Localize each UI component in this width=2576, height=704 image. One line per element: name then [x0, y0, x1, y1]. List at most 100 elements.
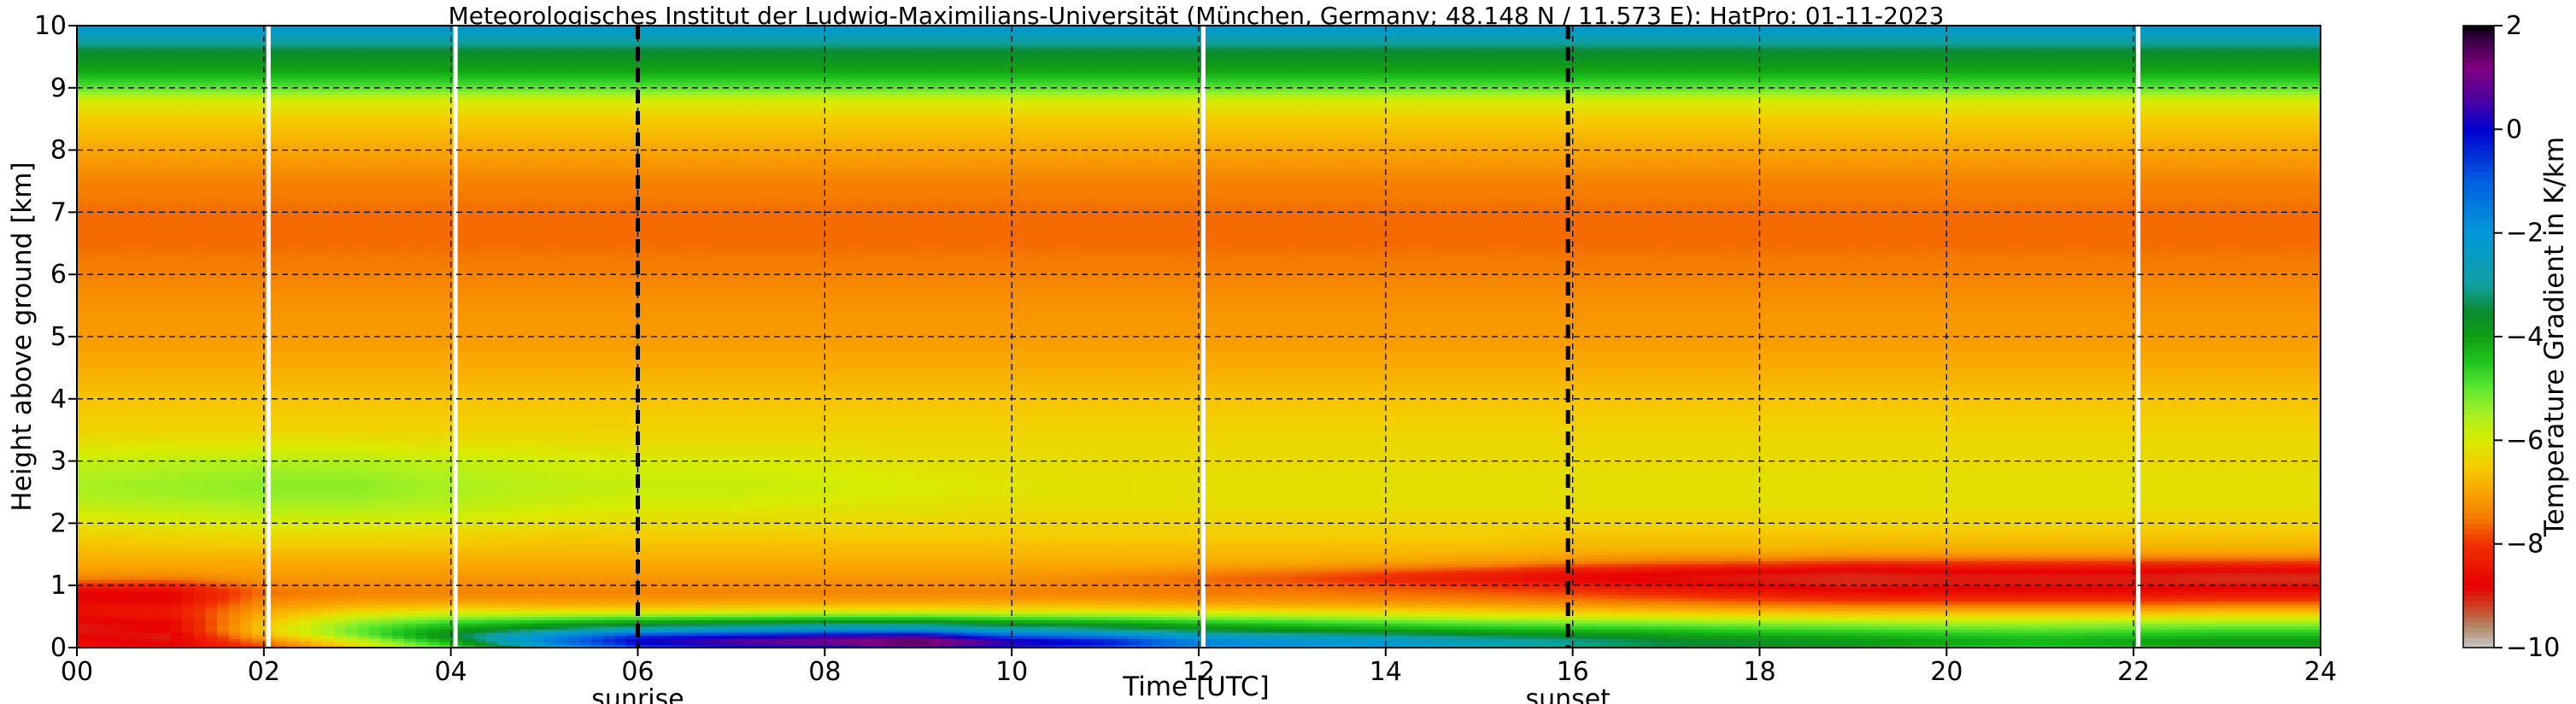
heatmap-cell	[77, 85, 90, 89]
heatmap-cell	[88, 601, 102, 605]
heatmap-cell	[88, 224, 102, 229]
heatmap-cell	[135, 249, 148, 254]
heatmap-cell	[112, 255, 125, 260]
heatmap-cell	[112, 554, 125, 559]
heatmap-cell	[112, 504, 125, 508]
heatmap-cell	[77, 622, 90, 627]
heatmap-cell	[88, 411, 102, 415]
heatmap-cell	[77, 473, 90, 478]
heatmap-cell	[77, 644, 90, 648]
heatmap-cell	[100, 619, 113, 624]
heatmap-cell	[100, 134, 113, 138]
heatmap-cell	[135, 622, 148, 627]
heatmap-cell	[88, 66, 102, 70]
heatmap-cell	[158, 492, 172, 496]
heatmap-cell	[112, 41, 125, 45]
heatmap-cell	[77, 327, 90, 331]
heatmap-cell	[77, 246, 90, 250]
heatmap-cell	[147, 402, 160, 406]
heatmap-cell	[112, 212, 125, 216]
heatmap-cell	[77, 542, 90, 546]
heatmap-cell	[123, 330, 137, 335]
heatmap-cell	[147, 112, 160, 117]
heatmap-cell	[123, 563, 137, 568]
heatmap-cell	[88, 483, 102, 487]
heatmap-cell	[147, 604, 160, 608]
heatmap-cell	[135, 81, 148, 85]
heatmap-cell	[123, 212, 137, 216]
heatmap-cell	[112, 644, 125, 648]
heatmap-cell	[135, 159, 148, 163]
heatmap-cell	[88, 377, 102, 381]
heatmap-cell	[135, 538, 148, 543]
heatmap-cell	[123, 333, 137, 337]
heatmap-cell	[77, 616, 90, 621]
heatmap-cell	[147, 32, 160, 36]
heatmap-cell	[135, 383, 148, 388]
heatmap-cell	[123, 81, 137, 85]
heatmap-cell	[112, 38, 125, 42]
heatmap-cell	[123, 439, 137, 443]
heatmap-cell	[135, 489, 148, 493]
heatmap-cell	[135, 91, 148, 95]
heatmap-cell	[88, 389, 102, 394]
heatmap-cell	[77, 529, 90, 534]
heatmap-cell	[135, 277, 148, 282]
heatmap-cell	[147, 47, 160, 51]
heatmap-cell	[158, 466, 172, 472]
heatmap-cell	[158, 635, 172, 639]
heatmap-cell	[100, 293, 113, 297]
heatmap-cell	[100, 358, 113, 362]
heatmap-cell	[135, 168, 148, 173]
heatmap-cell	[170, 339, 183, 344]
heatmap-cell	[123, 265, 137, 269]
heatmap-cell	[77, 277, 90, 282]
heatmap-cell	[112, 489, 125, 493]
heatmap-cell	[147, 168, 160, 173]
heatmap-cell	[135, 218, 148, 223]
heatmap-cell	[158, 445, 172, 449]
heatmap-cell	[112, 343, 125, 347]
heatmap-cell	[77, 548, 90, 552]
heatmap-cell	[77, 457, 90, 462]
heatmap-cell	[88, 286, 102, 291]
heatmap-cell	[88, 227, 102, 232]
heatmap-cell	[123, 470, 137, 474]
heatmap-cell	[123, 119, 137, 123]
heatmap-cell	[158, 109, 172, 114]
heatmap-cell	[147, 563, 160, 568]
heatmap-cell	[135, 221, 148, 226]
heatmap-cell	[147, 62, 160, 67]
heatmap-cell	[123, 128, 137, 132]
heatmap-cell	[77, 91, 90, 95]
heatmap-cell	[88, 423, 102, 428]
heatmap-cell	[100, 227, 113, 232]
heatmap-cell	[147, 324, 160, 328]
heatmap-cell	[147, 570, 160, 574]
heatmap-cell	[123, 199, 137, 204]
heatmap-cell	[135, 532, 148, 537]
heatmap-cell	[135, 595, 148, 599]
heatmap-cell	[112, 150, 125, 155]
heatmap-cell	[147, 150, 160, 155]
heatmap-cell	[77, 311, 90, 316]
heatmap-cell	[147, 548, 160, 552]
heatmap-cell	[77, 72, 90, 77]
heatmap-cell	[77, 333, 90, 337]
heatmap-cell	[135, 479, 148, 484]
heatmap-cell	[158, 286, 172, 291]
heatmap-cell	[158, 125, 172, 129]
heatmap-cell	[77, 267, 90, 273]
heatmap-cell	[77, 588, 90, 593]
heatmap-cell	[100, 411, 113, 415]
heatmap-cell	[170, 507, 183, 512]
heatmap-cell	[100, 377, 113, 381]
heatmap-cell	[77, 153, 90, 157]
heatmap-cell	[88, 532, 102, 537]
heatmap-cell	[100, 517, 113, 521]
heatmap-cell	[158, 473, 172, 478]
heatmap-cell	[77, 224, 90, 229]
heatmap-cell	[100, 243, 113, 248]
heatmap-cell	[112, 510, 125, 515]
heatmap-cell	[158, 538, 172, 543]
